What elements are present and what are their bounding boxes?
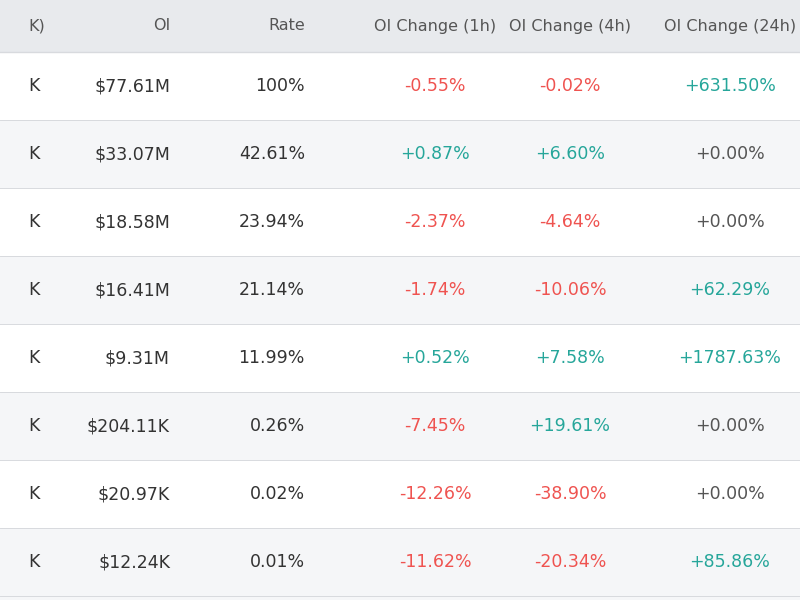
Text: $9.31M: $9.31M <box>105 349 170 367</box>
Text: 42.61%: 42.61% <box>239 145 305 163</box>
Text: -12.26%: -12.26% <box>398 485 471 503</box>
Text: +0.87%: +0.87% <box>400 145 470 163</box>
Text: -1.74%: -1.74% <box>404 281 466 299</box>
Text: 11.99%: 11.99% <box>238 349 305 367</box>
Text: +0.00%: +0.00% <box>695 417 765 435</box>
Bar <box>0 52 800 120</box>
Text: OI Change (4h): OI Change (4h) <box>509 19 631 34</box>
Text: -0.02%: -0.02% <box>539 77 601 95</box>
Text: K: K <box>28 281 39 299</box>
Text: K: K <box>28 77 39 95</box>
Text: K: K <box>28 349 39 367</box>
Bar <box>0 256 800 324</box>
Text: +631.50%: +631.50% <box>684 77 776 95</box>
Text: -38.90%: -38.90% <box>534 485 606 503</box>
Text: K: K <box>28 145 39 163</box>
Text: +0.52%: +0.52% <box>400 349 470 367</box>
Text: $204.11K: $204.11K <box>87 417 170 435</box>
Text: $18.58M: $18.58M <box>94 213 170 231</box>
Text: 0.02%: 0.02% <box>250 485 305 503</box>
Text: $33.07M: $33.07M <box>94 145 170 163</box>
Text: +0.00%: +0.00% <box>695 485 765 503</box>
Text: K): K) <box>28 19 45 34</box>
Text: +85.86%: +85.86% <box>690 553 770 571</box>
Text: +6.60%: +6.60% <box>535 145 605 163</box>
Text: +1787.63%: +1787.63% <box>678 349 782 367</box>
Bar <box>0 528 800 596</box>
Text: -20.34%: -20.34% <box>534 553 606 571</box>
Text: -7.45%: -7.45% <box>404 417 466 435</box>
Bar <box>0 392 800 460</box>
Bar <box>0 460 800 528</box>
Bar <box>0 324 800 392</box>
Text: +19.61%: +19.61% <box>530 417 610 435</box>
Text: K: K <box>28 553 39 571</box>
Text: 23.94%: 23.94% <box>239 213 305 231</box>
Text: OI Change (24h): OI Change (24h) <box>664 19 796 34</box>
Text: 21.14%: 21.14% <box>239 281 305 299</box>
Text: K: K <box>28 417 39 435</box>
Bar <box>0 188 800 256</box>
Text: $16.41M: $16.41M <box>94 281 170 299</box>
Text: +0.00%: +0.00% <box>695 145 765 163</box>
Text: -10.06%: -10.06% <box>534 281 606 299</box>
Text: -0.55%: -0.55% <box>404 77 466 95</box>
Text: $77.61M: $77.61M <box>94 77 170 95</box>
Text: 0.26%: 0.26% <box>250 417 305 435</box>
Text: $20.97K: $20.97K <box>98 485 170 503</box>
Text: K: K <box>28 213 39 231</box>
Text: -4.64%: -4.64% <box>539 213 601 231</box>
Text: +62.29%: +62.29% <box>690 281 770 299</box>
Text: -11.62%: -11.62% <box>398 553 471 571</box>
Text: 100%: 100% <box>255 77 305 95</box>
Text: +0.00%: +0.00% <box>695 213 765 231</box>
Text: 0.01%: 0.01% <box>250 553 305 571</box>
Text: OI: OI <box>153 19 170 34</box>
Text: OI Change (1h): OI Change (1h) <box>374 19 496 34</box>
Text: +7.58%: +7.58% <box>535 349 605 367</box>
Text: -2.37%: -2.37% <box>404 213 466 231</box>
Text: K: K <box>28 485 39 503</box>
Text: Rate: Rate <box>268 19 305 34</box>
Text: $12.24K: $12.24K <box>98 553 170 571</box>
Bar <box>0 0 800 52</box>
Bar <box>0 120 800 188</box>
